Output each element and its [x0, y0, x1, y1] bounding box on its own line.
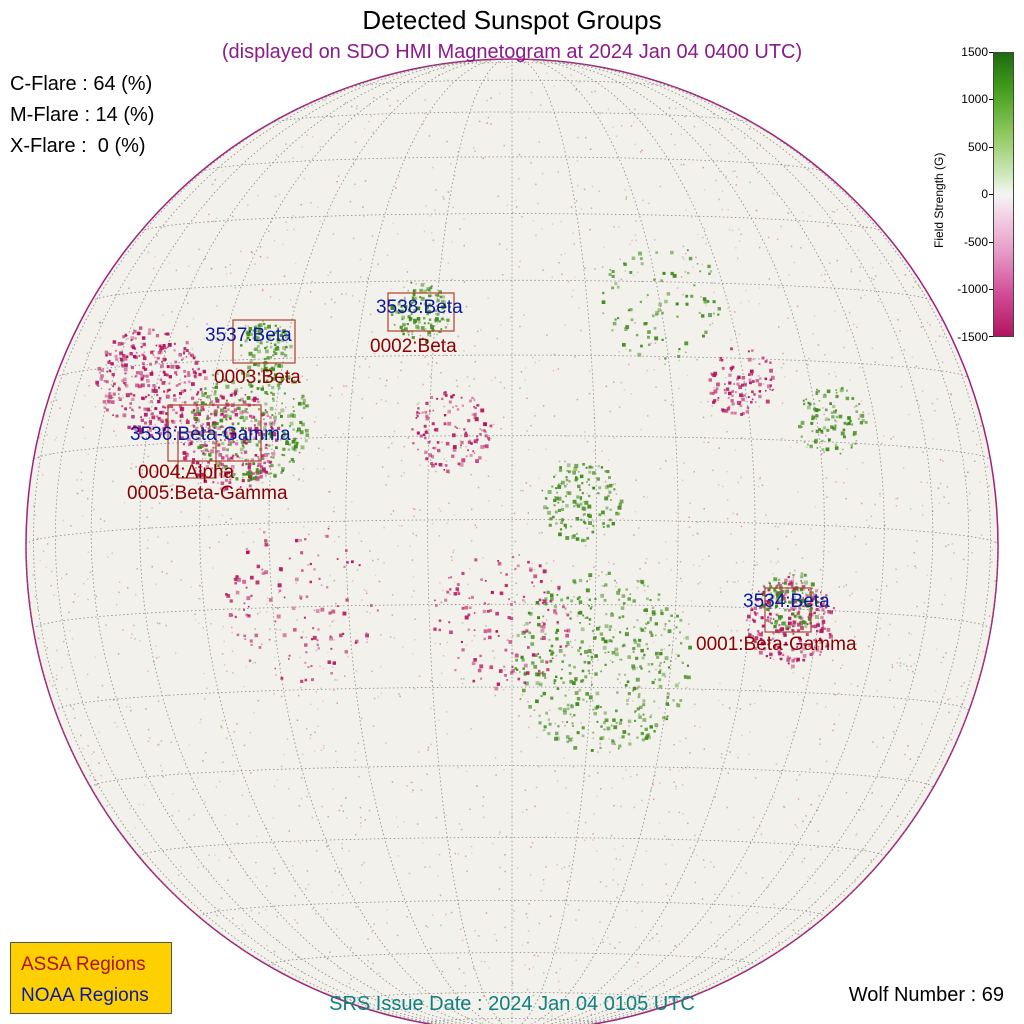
region-boxes	[167, 292, 812, 633]
noaa-region-label: 3536:Beta-Gamma	[130, 424, 291, 445]
m-flare-probability: M-Flare : 14 (%)	[10, 104, 155, 126]
legend-assa-label: ASSA Regions	[21, 954, 146, 975]
assa-region-label: 0004:Alpha	[138, 462, 235, 483]
x-flare-probability: X-Flare : 0 (%)	[10, 135, 146, 157]
colorbar-tick: -1500	[957, 330, 988, 344]
colorbar-tick: -1000	[957, 282, 988, 296]
region-legend: ASSA Regions NOAA Regions	[10, 942, 172, 1014]
field-strength-colorbar	[993, 52, 1014, 337]
page-subtitle: (displayed on SDO HMI Magnetogram at 202…	[221, 41, 803, 63]
colorbar-label: Field Strength (G)	[932, 152, 946, 248]
colorbar-tick: 1000	[961, 92, 988, 106]
colorbar-tick: -500	[963, 235, 988, 249]
noaa-region-label: 3537:Beta	[205, 325, 292, 346]
magnetic-field-features	[29, 64, 997, 1024]
c-flare-probability: C-Flare : 64 (%)	[10, 73, 153, 95]
assa-region-label: 0005:Beta-Gamma	[127, 483, 288, 504]
noaa-region-label: 3534:Beta	[743, 591, 830, 612]
srs-issue-date: SRS Issue Date : 2024 Jan 04 0105 UTC	[329, 993, 695, 1015]
region-box-0002	[387, 292, 455, 332]
region-box-0005	[167, 404, 262, 462]
region-box-0001	[764, 587, 812, 633]
assa-region-label: 0002:Beta	[370, 336, 457, 357]
region-box-0004	[177, 431, 217, 479]
assa-region-label: 0003:Beta	[214, 367, 301, 388]
colorbar-tick: 1500	[961, 45, 988, 59]
legend-noaa-label: NOAA Regions	[21, 985, 149, 1006]
colorbar-tick: 0	[981, 187, 988, 201]
page-title: Detected Sunspot Groups	[362, 5, 662, 35]
wolf-number: Wolf Number : 69	[848, 984, 1004, 1006]
noaa-region-label: 3538:Beta	[376, 297, 463, 318]
lat-lon-grid	[26, 59, 998, 1024]
assa-region-label: 0001:Beta-Gamma	[696, 634, 857, 655]
region-box-0003	[232, 319, 296, 364]
colorbar-tick: 500	[967, 140, 988, 154]
